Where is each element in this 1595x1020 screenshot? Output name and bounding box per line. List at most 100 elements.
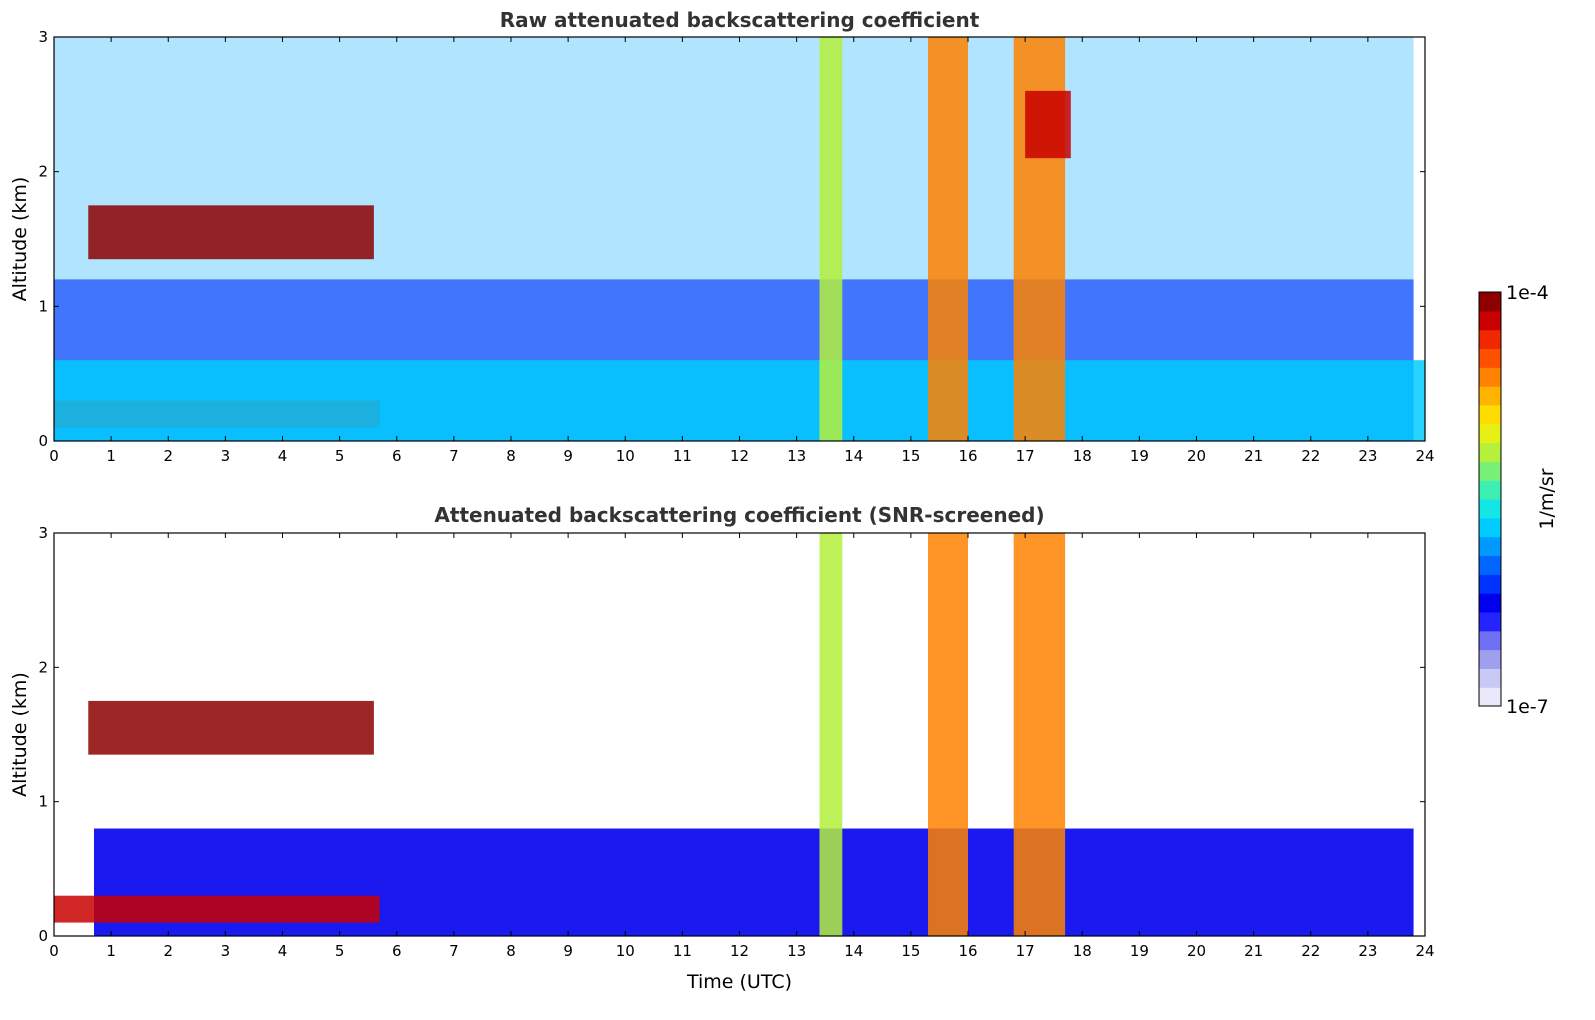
x-tick-label: 17 — [1016, 942, 1035, 960]
x-tick-label: 4 — [278, 447, 288, 465]
x-tick-label: 24 — [1415, 942, 1434, 960]
colorbar-min-label: 1e-7 — [1506, 696, 1549, 718]
x-tick-label: 17 — [1016, 447, 1035, 465]
x-tick-label: 9 — [563, 447, 573, 465]
colorbar-segment — [1479, 423, 1501, 444]
feature-cloud_column-3 — [819, 533, 843, 936]
x-tick-label: 7 — [449, 447, 459, 465]
colorbar-segment — [1479, 404, 1501, 425]
chart-title: Raw attenuated backscattering coefficien… — [500, 8, 980, 32]
colorbar-segment — [1479, 593, 1501, 613]
x-tick-label: 23 — [1358, 942, 1377, 960]
feature-cloud_column-4 — [928, 37, 968, 441]
y-tick-label: 1 — [38, 793, 48, 811]
y-tick-label: 2 — [38, 658, 48, 676]
x-tick-label: 15 — [901, 942, 920, 960]
colorbar-segment — [1479, 461, 1501, 481]
x-tick-label: 15 — [901, 447, 920, 465]
x-tick-label: 3 — [221, 942, 231, 960]
x-tick-label: 12 — [730, 447, 749, 465]
feature-cloud_column-5 — [1013, 533, 1066, 936]
x-tick-label: 5 — [335, 447, 345, 465]
colorbar-segment — [1479, 348, 1501, 368]
snr-screened-panel: 0 1 2 3 4 5 6 7 8 9 10 11 12 13 14 15 16 17 18 19 20 21 22 23 24… — [9, 503, 1435, 993]
x-tick-label: 9 — [563, 942, 573, 960]
colorbar-segment — [1479, 611, 1501, 632]
x-tick-label: 8 — [506, 447, 516, 465]
colorbar-segment — [1479, 329, 1501, 350]
y-tick-label: 1 — [38, 297, 48, 315]
x-tick-label: 22 — [1301, 447, 1320, 465]
colorbar-segment — [1479, 649, 1501, 669]
x-tick-label: 1 — [106, 942, 116, 960]
feature-cloud_top-2 — [88, 205, 374, 260]
colorbar-segment — [1479, 292, 1501, 312]
x-tick-label: 18 — [1073, 447, 1092, 465]
x-tick-label: 23 — [1358, 447, 1377, 465]
x-tick-label: 19 — [1130, 447, 1149, 465]
x-tick-label: 4 — [278, 942, 288, 960]
x-tick-label: 21 — [1244, 447, 1263, 465]
colorbar-max-label: 1e-4 — [1506, 282, 1549, 304]
y-tick-label: 3 — [38, 28, 48, 46]
x-tick-label: 6 — [392, 942, 402, 960]
feature-cloud_top-6 — [1025, 90, 1071, 159]
feature-cloud_column-4 — [928, 533, 968, 936]
x-tick-label: 2 — [163, 942, 173, 960]
y-tick-label: 0 — [38, 432, 48, 450]
x-tick-label: 11 — [673, 447, 692, 465]
colorbar-segment — [1479, 386, 1501, 406]
colorbar-segment — [1479, 668, 1501, 688]
colorbar-segment — [1479, 555, 1501, 575]
feature-aerosol_layer-1 — [54, 895, 380, 923]
colorbar-segment — [1479, 536, 1501, 557]
x-tick-label: 20 — [1187, 942, 1206, 960]
x-tick-label: 1 — [106, 447, 116, 465]
x-tick-label: 10 — [616, 447, 635, 465]
x-tick-label: 3 — [221, 447, 231, 465]
x-tick-label: 0 — [49, 447, 59, 465]
x-tick-label: 20 — [1187, 447, 1206, 465]
x-tick-label: 10 — [616, 942, 635, 960]
x-tick-label: 8 — [506, 942, 516, 960]
colorbar-segment — [1479, 517, 1501, 538]
x-tick-label: 6 — [392, 447, 402, 465]
colorbar-label: 1/m/sr — [1536, 468, 1558, 529]
x-tick-label: 14 — [844, 942, 863, 960]
x-tick-label: 21 — [1244, 942, 1263, 960]
colorbar-segment — [1479, 442, 1501, 462]
x-tick-label: 5 — [335, 942, 345, 960]
x-tick-label: 0 — [49, 942, 59, 960]
colorbar-segment — [1479, 574, 1501, 594]
colorbar: 1e-4 1e-7 1/m/sr — [1478, 282, 1558, 718]
colorbar-segment — [1479, 687, 1501, 707]
x-tick-label: 16 — [958, 447, 977, 465]
x-tick-label: 13 — [787, 942, 806, 960]
no-data-strip — [1413, 37, 1425, 441]
y-axis-label: Altitude (km) — [9, 672, 31, 797]
x-tick-label: 22 — [1301, 942, 1320, 960]
x-tick-label: 19 — [1130, 942, 1149, 960]
x-tick-label: 11 — [673, 942, 692, 960]
x-tick-label: 13 — [787, 447, 806, 465]
y-tick-label: 2 — [38, 163, 48, 181]
raw-backscatter-panel: 0 1 2 3 4 5 6 7 8 9 10 11 12 13 14 15 16 17 18 19 20 21 22 23 24… — [9, 8, 1435, 465]
x-tick-label: 14 — [844, 447, 863, 465]
feature-aerosol_layer-1 — [54, 360, 1425, 441]
colorbar-segment — [1479, 367, 1501, 387]
x-axis-label: Time (UTC) — [686, 971, 792, 993]
colorbar-segment — [1479, 310, 1501, 331]
y-tick-label: 3 — [38, 524, 48, 542]
x-tick-label: 24 — [1415, 447, 1434, 465]
x-tick-label: 18 — [1073, 942, 1092, 960]
x-tick-label: 2 — [163, 447, 173, 465]
colorbar-segment — [1479, 480, 1501, 500]
chart-title: Attenuated backscattering coefficient (S… — [434, 503, 1044, 527]
x-tick-label: 12 — [730, 942, 749, 960]
feature-cloud_top-2 — [88, 700, 374, 755]
feature-cloud_column-3 — [819, 37, 843, 441]
x-tick-label: 16 — [958, 942, 977, 960]
y-axis-label: Altitude (km) — [9, 177, 31, 302]
colorbar-segment — [1479, 499, 1501, 519]
